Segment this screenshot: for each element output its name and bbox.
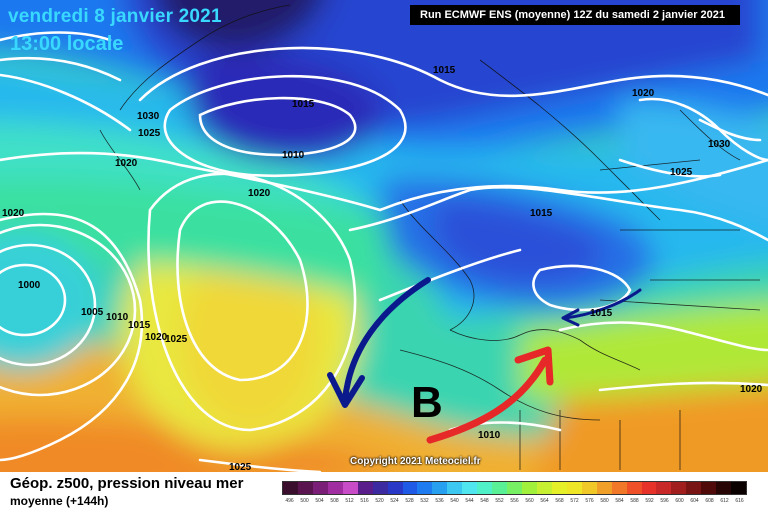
legend-swatch — [686, 482, 702, 494]
legend-swatch — [492, 482, 508, 494]
legend-label: 576 — [585, 498, 594, 504]
legend-label: 612 — [720, 498, 729, 504]
isobar-label: 1005 — [81, 307, 104, 318]
isobar-label: 1025 — [670, 167, 693, 178]
legend-swatch — [671, 482, 687, 494]
legend-label: 528 — [405, 498, 414, 504]
isobar-label: 1020 — [248, 188, 271, 199]
isobar-label: 1015 — [530, 208, 553, 219]
legend-swatch — [357, 482, 373, 494]
legend-swatch — [536, 482, 552, 494]
footer-title: Géop. z500, pression niveau mer — [10, 475, 244, 492]
isobar-label: 1025 — [138, 128, 161, 139]
isobar-label: 1025 — [229, 462, 252, 472]
isobar-label: 1015 — [433, 65, 456, 76]
isobar-label: 1010 — [478, 430, 501, 441]
color-scale-legend — [282, 481, 747, 495]
legend-swatch — [581, 482, 597, 494]
legend-swatch — [656, 482, 672, 494]
legend-label: 504 — [315, 498, 324, 504]
legend-swatch — [283, 482, 298, 494]
legend-label: 496 — [285, 498, 294, 504]
isobar-label: 1020 — [115, 158, 138, 169]
isobar-label: 1030 — [137, 111, 160, 122]
legend-swatch — [641, 482, 657, 494]
legend-swatch — [477, 482, 493, 494]
legend-label: 600 — [675, 498, 684, 504]
isobar-label: 1030 — [708, 139, 731, 150]
legend-label: 572 — [570, 498, 579, 504]
isobar-label: 1000 — [18, 280, 41, 291]
legend-swatch — [507, 482, 522, 494]
legend-swatch — [731, 482, 747, 494]
legend-label: 564 — [540, 498, 549, 504]
color-scale-labels: 496 500 504 508 512 516 520 524 528 532 536 540 544 5… — [282, 498, 747, 504]
legend-label: 608 — [705, 498, 714, 504]
legend-label: 500 — [300, 498, 309, 504]
legend-label: 616 — [735, 498, 744, 504]
legend-swatch — [297, 482, 313, 494]
low-pressure-marker: B — [411, 378, 443, 427]
legend-label: 552 — [495, 498, 504, 504]
map-background — [0, 0, 768, 472]
legend-label: 516 — [360, 498, 369, 504]
legend-swatch — [387, 482, 403, 494]
legend-swatch — [611, 482, 627, 494]
copyright-text: Copyright 2021 Meteociel.fr — [350, 456, 481, 467]
legend-label: 584 — [615, 498, 624, 504]
forecast-time: 13:00 locale — [10, 33, 124, 55]
legend-label: 592 — [645, 498, 654, 504]
legend-label: 604 — [690, 498, 699, 504]
legend-swatch — [596, 482, 612, 494]
legend-swatch — [402, 482, 418, 494]
isobar-label: 1020 — [632, 88, 655, 99]
legend-swatch — [417, 482, 433, 494]
weather-map: 1015 1015 1010 1030 1025 1020 1020 1020 … — [0, 0, 768, 472]
legend-swatch — [522, 482, 537, 494]
legend-label: 560 — [525, 498, 534, 504]
isobar-label: 1010 — [106, 312, 129, 323]
legend-label: 596 — [660, 498, 669, 504]
legend-label: 556 — [510, 498, 519, 504]
isobar-label: 1020 — [2, 208, 25, 219]
legend-swatch — [716, 482, 732, 494]
legend-swatch — [312, 482, 328, 494]
legend-label: 588 — [630, 498, 639, 504]
isobar-label: 1015 — [128, 320, 151, 331]
legend-label: 524 — [390, 498, 399, 504]
legend-label: 532 — [420, 498, 429, 504]
run-info-box: Run ECMWF ENS (moyenne) 12Z du samedi 2 … — [410, 5, 740, 25]
legend-label: 544 — [465, 498, 474, 504]
footer-bar: Géop. z500, pression niveau mer moyenne … — [0, 472, 768, 512]
legend-label: 548 — [480, 498, 489, 504]
legend-swatch — [626, 482, 642, 494]
legend-swatch — [432, 482, 448, 494]
legend-swatch — [566, 482, 582, 494]
legend-label: 508 — [330, 498, 339, 504]
legend-label: 540 — [450, 498, 459, 504]
legend-swatch — [551, 482, 567, 494]
isobar-label: 1015 — [292, 99, 315, 110]
isobar-label: 1020 — [740, 384, 763, 395]
isobar-label: 1010 — [282, 150, 305, 161]
isobar-label: 1020 — [145, 332, 168, 343]
isobar-label: 1025 — [165, 334, 188, 345]
legend-label: 512 — [345, 498, 354, 504]
legend-label: 568 — [555, 498, 564, 504]
isobar-label: 1015 — [590, 308, 613, 319]
legend-swatch — [462, 482, 478, 494]
legend-label: 580 — [600, 498, 609, 504]
forecast-date: vendredi 8 janvier 2021 — [8, 6, 222, 27]
legend-swatch — [327, 482, 343, 494]
legend-swatch — [701, 482, 717, 494]
legend-label: 536 — [435, 498, 444, 504]
legend-label: 520 — [375, 498, 384, 504]
footer-subtitle: moyenne (+144h) — [10, 494, 109, 508]
legend-swatch — [447, 482, 463, 494]
legend-swatch — [372, 482, 388, 494]
legend-swatch — [342, 482, 358, 494]
